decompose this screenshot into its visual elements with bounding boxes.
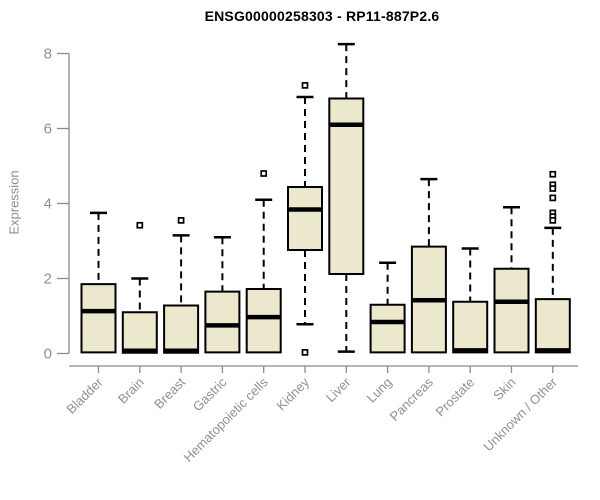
box-group-breast: Breast: [151, 217, 200, 412]
outlier-point: [301, 349, 309, 356]
box-iqr: [204, 290, 241, 354]
outlier-point: [549, 217, 557, 224]
box-iqr: [369, 303, 406, 354]
x-category-label: Gastric: [190, 374, 230, 414]
box-group-kidney: Kidney: [273, 82, 323, 413]
x-category-label: Pancreas: [387, 374, 437, 424]
box-group-brain: Brain: [115, 221, 158, 407]
box-iqr: [452, 300, 489, 354]
x-category-label: Lung: [364, 375, 395, 406]
y-tick-label: 8: [44, 46, 52, 63]
box-group-bladder: Bladder: [63, 211, 117, 417]
box-group-lung: Lung: [364, 261, 406, 406]
x-category-label: Skin: [490, 375, 518, 403]
x-category-label: Liver: [323, 374, 354, 405]
x-category-label: Prostate: [432, 375, 477, 420]
outlier-point: [549, 194, 557, 202]
box-iqr: [534, 298, 571, 354]
box-iqr: [245, 288, 282, 354]
outlier-point: [136, 221, 144, 229]
x-category-label: Unknown / Other: [480, 374, 560, 454]
x-category-label: Brain: [115, 375, 147, 407]
box-iqr: [121, 311, 158, 354]
box-iqr: [287, 186, 323, 251]
box-iqr: [163, 304, 200, 354]
outlier-point: [260, 170, 268, 177]
y-tick-label: 6: [44, 121, 52, 138]
outlier-point: [549, 170, 557, 178]
x-category-label: Bladder: [63, 374, 106, 417]
box-group-skin: Skin: [490, 206, 530, 403]
box-group-liver: Liver: [323, 42, 365, 405]
y-tick-label: 2: [44, 271, 52, 288]
box-iqr: [493, 267, 530, 354]
box-iqr: [80, 283, 117, 354]
y-tick-label: 4: [44, 196, 52, 213]
outlier-point: [549, 185, 557, 192]
chart-title: ENSG00000258303 - RP11-887P2.6: [204, 8, 440, 24]
x-category-label: Breast: [151, 374, 188, 411]
outlier-point: [301, 82, 309, 89]
box-group-pancreas: Pancreas: [387, 177, 447, 424]
box-iqr: [328, 97, 365, 275]
y-tick-label: 0: [44, 346, 52, 363]
outlier-point: [177, 217, 185, 224]
x-category-label: Kidney: [273, 374, 312, 413]
